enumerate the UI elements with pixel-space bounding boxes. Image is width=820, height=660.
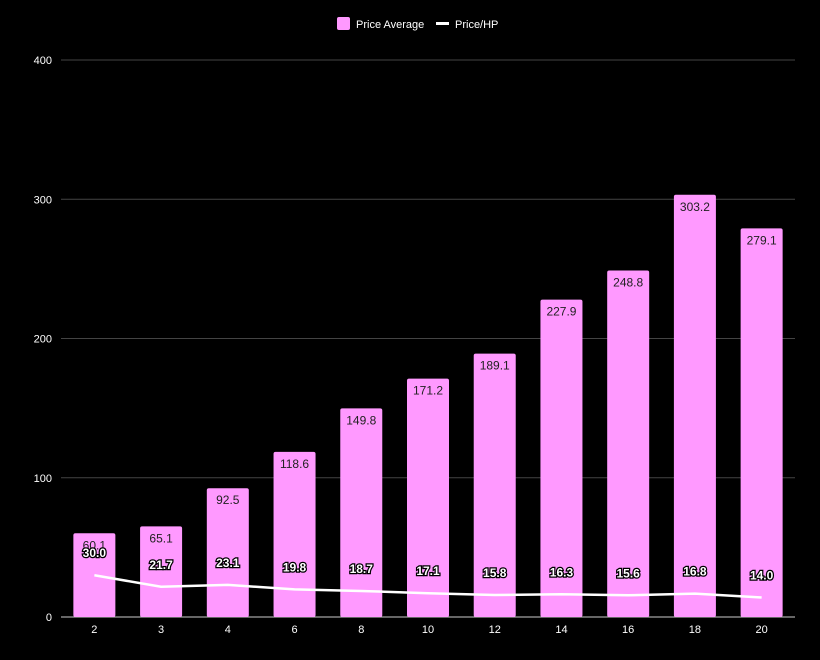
bar-data-label: 149.8 [346,413,376,427]
legend-label-price-per-hp: Price/HP [455,19,498,31]
y-tick-label: 100 [34,473,52,485]
bar-data-label: 65.1 [149,531,173,545]
bar-data-label: 171.2 [413,384,443,398]
bar-price-average [140,526,183,617]
line-data-label: 21.7 [149,558,173,572]
bar-price-average [407,378,449,617]
x-tick-label: 2 [91,624,97,636]
bar-data-label: 118.6 [280,457,309,471]
line-data-label: 16.8 [683,565,707,579]
line-price-per-hp [94,573,762,599]
bar-price-average [340,408,383,617]
line-data-label: 16.3 [550,565,574,579]
bar-price-average [607,270,650,617]
bar-price-average [473,353,516,617]
legend-label-price-average: Price Average [356,19,424,31]
bar-data-label: 60.1 [83,538,107,552]
bar-price-average [73,533,116,617]
line-data-label: 14.0 [750,569,774,583]
bar-data-label: 189.1 [480,359,510,373]
line-data-label: 19.8 [283,560,307,574]
bar-price-average [540,299,583,617]
x-tick-label: 16 [622,624,634,636]
bar-data-label: 92.5 [216,493,240,507]
line-data-label: 15.8 [483,566,507,580]
y-tick-label: 200 [34,334,52,346]
bar-price-average [273,451,316,617]
x-tick-label: 3 [158,624,164,636]
y-tick-label: 400 [34,55,52,67]
x-tick-label: 12 [489,624,501,636]
bar-data-label: 227.9 [546,305,576,319]
line-data-label: 17.1 [416,564,440,578]
x-tick-label: 20 [756,624,768,636]
line-data-label: 15.6 [617,566,641,580]
x-tick-label: 4 [225,624,231,636]
x-tick-label: 8 [358,624,364,636]
y-tick-label: 300 [34,194,52,206]
x-tick-label: 14 [555,624,567,636]
bar-price-average [740,228,783,617]
y-tick-label: 0 [46,612,52,624]
x-tick-label: 10 [422,624,434,636]
line-data-label: 18.7 [350,562,374,576]
bar-price-average [206,488,249,617]
x-tick-label: 6 [291,624,297,636]
bar-data-label: 279.1 [747,233,777,247]
bar-data-label: 248.8 [613,276,643,290]
line-data-label: 23.1 [216,556,240,570]
line-data-label: 30.0 [83,546,107,560]
bar-data-label: 303.2 [680,200,710,214]
legend-swatch-price-average [337,17,350,30]
x-tick-label: 18 [689,624,701,636]
bar-price-average [673,194,716,617]
